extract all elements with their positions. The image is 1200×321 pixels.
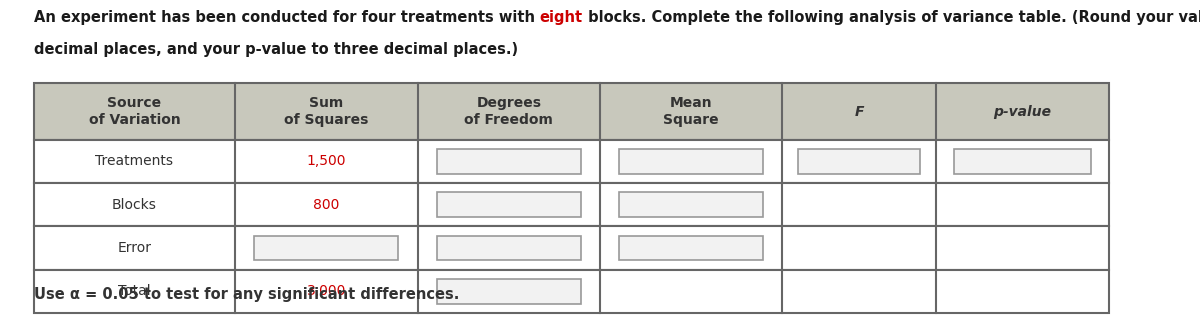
- FancyBboxPatch shape: [619, 192, 763, 217]
- Text: F: F: [854, 105, 864, 118]
- Text: blocks. Complete the following analysis of variance table. (Round your values fo: blocks. Complete the following analysis …: [583, 10, 1200, 25]
- FancyBboxPatch shape: [254, 236, 398, 260]
- FancyBboxPatch shape: [619, 149, 763, 174]
- Text: Mean
Square: Mean Square: [664, 96, 719, 127]
- Text: Degrees
of Freedom: Degrees of Freedom: [464, 96, 553, 127]
- FancyBboxPatch shape: [437, 236, 581, 260]
- Bar: [34, 226, 1109, 270]
- Bar: [34, 270, 1109, 313]
- FancyBboxPatch shape: [437, 192, 581, 217]
- Text: Blocks: Blocks: [112, 198, 157, 212]
- Bar: [34, 140, 1109, 183]
- Bar: [34, 83, 1109, 140]
- Text: decimal places, and your p-value to three decimal places.): decimal places, and your p-value to thre…: [34, 42, 517, 57]
- Text: Source
of Variation: Source of Variation: [89, 96, 180, 127]
- Text: Sum
of Squares: Sum of Squares: [284, 96, 368, 127]
- Bar: [34, 183, 1109, 226]
- Text: Use α = 0.05 to test for any significant differences.: Use α = 0.05 to test for any significant…: [34, 287, 458, 302]
- FancyBboxPatch shape: [798, 149, 920, 174]
- FancyBboxPatch shape: [437, 279, 581, 304]
- Text: An experiment has been conducted for four treatments with: An experiment has been conducted for fou…: [34, 10, 540, 25]
- Text: Treatments: Treatments: [96, 154, 174, 168]
- FancyBboxPatch shape: [954, 149, 1091, 174]
- Text: 800: 800: [313, 198, 340, 212]
- FancyBboxPatch shape: [437, 149, 581, 174]
- Text: Total: Total: [118, 284, 151, 298]
- Text: Error: Error: [118, 241, 151, 255]
- Text: 1,500: 1,500: [307, 154, 346, 168]
- Text: p-value: p-value: [994, 105, 1051, 118]
- Text: eight: eight: [540, 10, 583, 25]
- Text: 3,000: 3,000: [307, 284, 346, 298]
- FancyBboxPatch shape: [619, 236, 763, 260]
